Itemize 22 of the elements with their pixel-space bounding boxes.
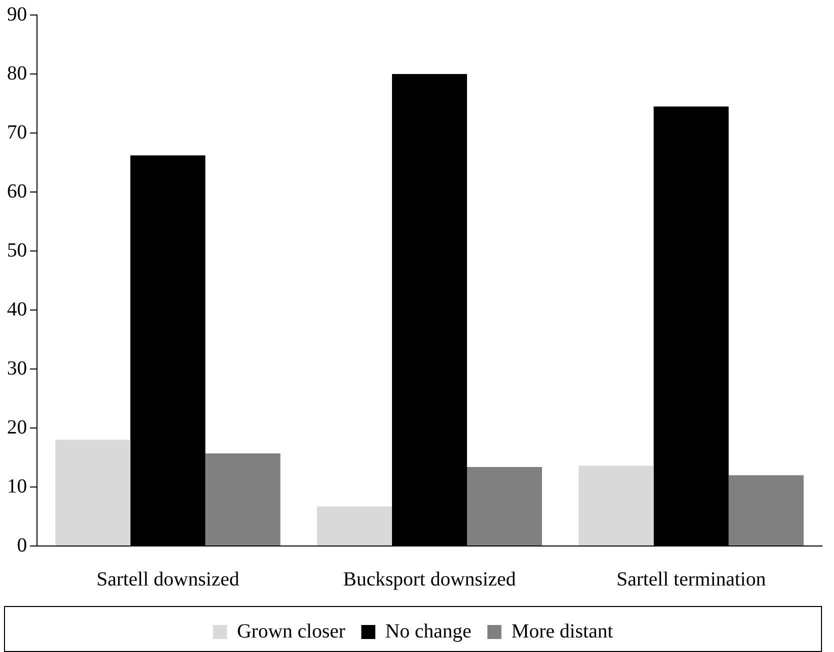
- bar: [205, 453, 280, 546]
- y-tick-label: 70: [7, 121, 27, 144]
- x-tick-label: Sartell termination: [616, 568, 766, 590]
- y-tick-label: 90: [7, 3, 27, 26]
- y-tick-label: 20: [7, 416, 27, 438]
- bar: [316, 506, 392, 546]
- x-tick-label: Bucksport downsized: [343, 568, 516, 590]
- x-tick-label: Sartell downsized: [96, 568, 240, 590]
- bar: [55, 440, 130, 546]
- y-tick-label: 40: [7, 298, 27, 320]
- bar: [578, 466, 654, 546]
- y-tick-label: 30: [7, 357, 27, 380]
- legend-label: More distant: [511, 620, 614, 642]
- y-tick-label: 60: [7, 180, 27, 202]
- bar: [728, 475, 804, 546]
- y-tick-label: 0: [17, 534, 27, 556]
- legend-label: Grown closer: [236, 620, 346, 642]
- legend-label: No change: [385, 620, 472, 642]
- y-tick-label: 80: [7, 62, 27, 84]
- y-tick-label: 50: [7, 239, 27, 262]
- y-tick-label: 10: [7, 475, 27, 498]
- bar: [467, 466, 542, 546]
